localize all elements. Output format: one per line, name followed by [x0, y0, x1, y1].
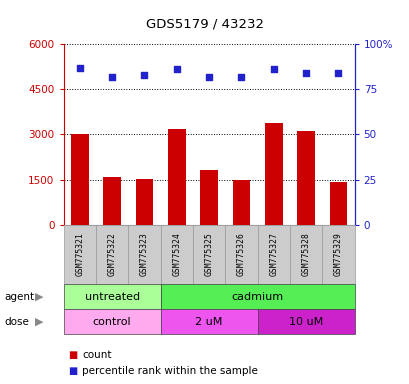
Point	[302, 70, 309, 76]
Bar	[264, 123, 282, 225]
Bar	[167, 129, 185, 225]
Text: 2 uM: 2 uM	[195, 316, 222, 327]
Text: cadmium: cadmium	[231, 291, 283, 302]
Bar	[135, 179, 153, 225]
Point	[141, 72, 147, 78]
Point	[238, 74, 244, 80]
Text: ▶: ▶	[35, 291, 43, 302]
Point	[205, 74, 212, 80]
Text: GSM775323: GSM775323	[139, 232, 148, 276]
Text: GSM775322: GSM775322	[107, 232, 116, 276]
Text: ▶: ▶	[35, 316, 43, 327]
Bar	[200, 170, 218, 225]
Bar	[232, 180, 250, 225]
Text: control: control	[92, 316, 131, 327]
Point	[335, 70, 341, 76]
Text: GSM775324: GSM775324	[172, 232, 181, 276]
Text: ■: ■	[67, 366, 77, 376]
Bar	[329, 182, 346, 225]
Text: GSM775327: GSM775327	[269, 232, 278, 276]
Point	[270, 66, 276, 73]
Text: GSM775326: GSM775326	[236, 232, 245, 276]
Text: untreated: untreated	[84, 291, 139, 302]
Bar	[297, 131, 314, 225]
Text: dose: dose	[4, 316, 29, 327]
Text: GSM775321: GSM775321	[75, 232, 84, 276]
Text: 10 uM: 10 uM	[288, 316, 322, 327]
Text: agent: agent	[4, 291, 34, 302]
Text: GDS5179 / 43232: GDS5179 / 43232	[146, 17, 263, 30]
Text: GSM775328: GSM775328	[301, 232, 310, 276]
Text: GSM775325: GSM775325	[204, 232, 213, 276]
Text: ■: ■	[67, 350, 77, 360]
Bar	[103, 177, 121, 225]
Text: GSM775329: GSM775329	[333, 232, 342, 276]
Point	[76, 65, 83, 71]
Point	[108, 74, 115, 80]
Text: percentile rank within the sample: percentile rank within the sample	[82, 366, 257, 376]
Point	[173, 66, 180, 73]
Text: count: count	[82, 350, 111, 360]
Bar	[71, 134, 88, 225]
